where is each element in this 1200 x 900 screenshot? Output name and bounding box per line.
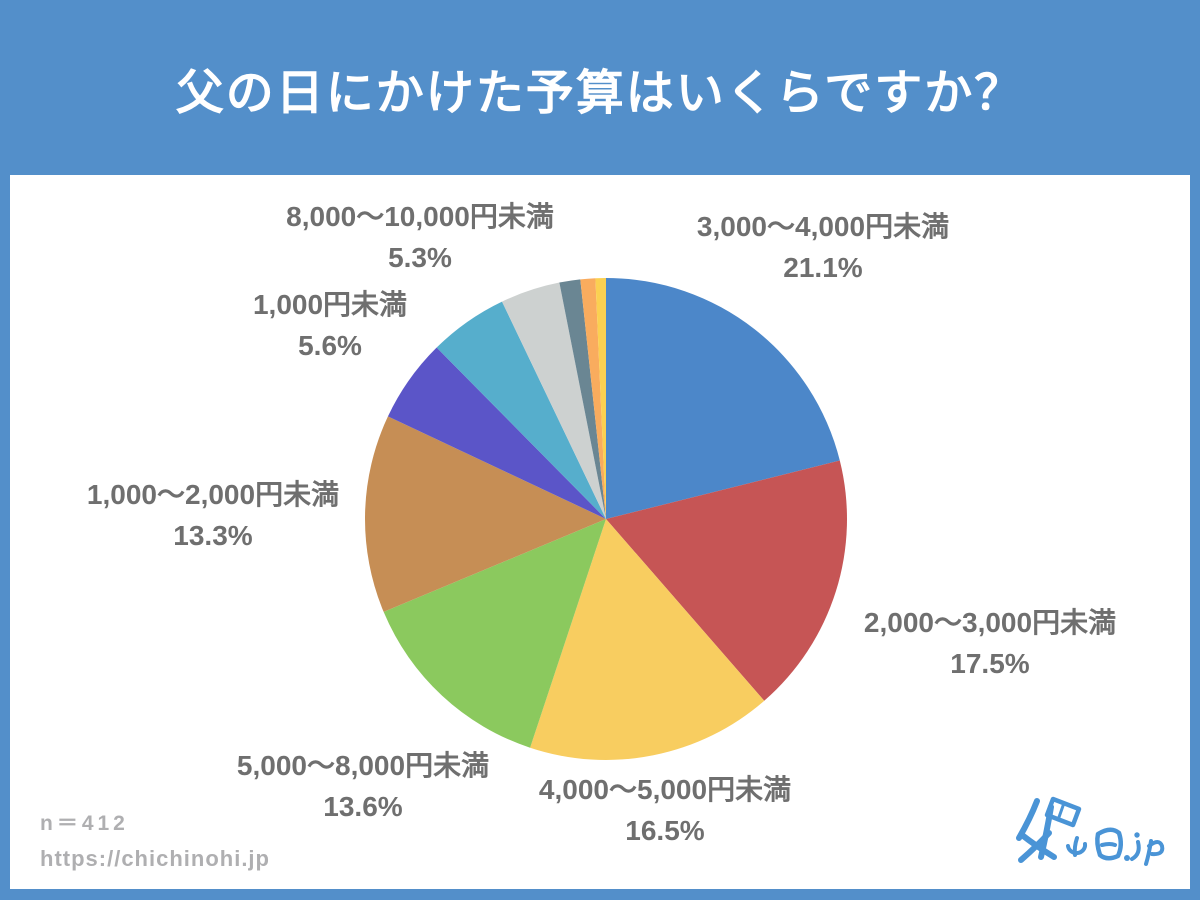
- slice-label-under-1000: 1,000円未満 5.6%: [253, 285, 407, 366]
- chichinohi-logo: 父の日.jp: [1006, 789, 1176, 877]
- pie-slice-0: [606, 278, 840, 519]
- pie-slice-8: [559, 279, 606, 519]
- slice-label-text: 5,000〜8,000円未満: [236, 750, 490, 781]
- pie-slice-6: [436, 301, 606, 519]
- sample-size: n＝412: [40, 812, 129, 835]
- source-url: https://chichinohi.jp: [40, 846, 270, 871]
- pie-slice-2: [530, 519, 765, 760]
- slice-label-text: 1,000円未満: [252, 289, 408, 320]
- slice-label-5000-8000: 5,000〜8,000円未満 13.6%: [237, 746, 489, 827]
- pie-chart: [365, 278, 847, 760]
- chichinohi-logo-drawing: [1016, 796, 1165, 866]
- pie-slice-1: [606, 460, 847, 701]
- slice-label-pct: 5.3%: [388, 241, 452, 273]
- slice-label-pct: 5.6%: [298, 329, 362, 361]
- pie-slice-4: [365, 416, 606, 612]
- pie-slice-9: [580, 278, 606, 519]
- pie-slice-10: [595, 278, 606, 519]
- slice-label-text: 8,000〜10,000円未満: [286, 201, 554, 232]
- slice-label-text: 4,000〜5,000円未満: [538, 774, 792, 805]
- slice-label-pct: 13.6%: [323, 790, 403, 822]
- slice-label-pct: 17.5%: [950, 647, 1030, 679]
- slice-label-2000-3000: 2,000〜3,000円未満 17.5%: [864, 603, 1116, 684]
- slice-label-pct: 16.5%: [625, 814, 705, 846]
- chart-panel: 8,000〜10,000円未満 5.3% 3,000〜4,000円未満 21.1…: [10, 175, 1190, 889]
- pie-slice-7: [502, 282, 606, 519]
- slice-label-text: 3,000〜4,000円未満: [696, 211, 950, 242]
- footnote: n＝412 https://chichinohi.jp: [40, 807, 270, 872]
- pie-slice-5: [387, 347, 606, 519]
- slice-label-8000-10000: 8,000〜10,000円未満 5.3%: [286, 197, 554, 278]
- pie-slice-3: [383, 519, 606, 748]
- slice-label-pct: 21.1%: [783, 251, 863, 283]
- slice-label-4000-5000: 4,000〜5,000円未満 16.5%: [539, 770, 791, 851]
- slice-label-pct: 13.3%: [173, 519, 253, 551]
- slice-label-1000-2000: 1,000〜2,000円未満 13.3%: [87, 475, 339, 556]
- slice-label-text: 1,000〜2,000円未満: [86, 479, 340, 510]
- slice-label-3000-4000: 3,000〜4,000円未満 21.1%: [697, 207, 949, 288]
- header-band: 父の日にかけた予算はいくらですか？: [0, 0, 1200, 175]
- chart-title: 父の日にかけた予算はいくらですか？: [175, 66, 1025, 120]
- slice-label-text: 2,000〜3,000円未満: [863, 607, 1117, 638]
